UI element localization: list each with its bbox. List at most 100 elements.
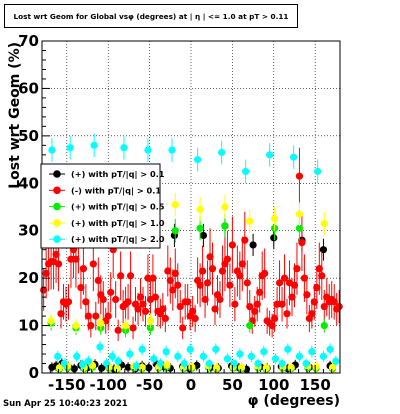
data-point — [70, 365, 78, 373]
data-point — [270, 234, 278, 242]
legend-marker — [53, 219, 61, 227]
data-point — [208, 265, 217, 273]
data-point — [205, 359, 213, 368]
data-point — [87, 321, 95, 330]
data-point — [184, 298, 192, 306]
data-point — [162, 348, 170, 356]
legend-label: (+) with pT/|q| > 2.0 — [71, 234, 165, 244]
data-point — [194, 155, 202, 164]
data-point — [82, 298, 90, 306]
legend-label: (+) with pT/|q| > 0.1 — [71, 169, 165, 179]
data-point — [156, 359, 164, 368]
data-point — [328, 363, 337, 371]
data-point — [326, 345, 334, 353]
data-point — [151, 293, 160, 301]
data-point — [67, 255, 75, 263]
data-point — [77, 284, 85, 292]
data-point — [247, 352, 256, 360]
data-point — [134, 305, 142, 313]
data-point — [216, 295, 224, 304]
data-point — [293, 265, 301, 273]
data-point — [189, 307, 197, 315]
data-point — [114, 357, 122, 365]
y-tick-label: 0 — [29, 364, 39, 382]
legend: (+) with pT/|q| > 0.1 (-) with pT/|q| > 0… — [40, 163, 165, 249]
data-point — [144, 274, 152, 282]
legend-label: (+) with pT/|q| > 1.0 — [71, 218, 165, 228]
data-point — [318, 272, 326, 280]
y-axis-title: Lost wrt Geom (%) — [7, 42, 23, 189]
data-point — [78, 360, 87, 369]
title-box: Lost wrt Geom for Global vsφ (degrees) a… — [4, 4, 298, 28]
data-point — [273, 300, 281, 308]
data-point — [149, 274, 157, 282]
data-point — [246, 217, 254, 225]
data-point — [150, 355, 158, 363]
data-point — [144, 146, 152, 154]
data-point — [64, 298, 73, 306]
legend-label: (+) with pT/|q| > 0.5 — [71, 202, 165, 212]
data-point — [126, 272, 135, 280]
data-point — [218, 267, 227, 275]
data-point — [107, 288, 115, 296]
data-point — [268, 321, 276, 330]
data-point — [308, 310, 316, 318]
legend-marker — [53, 235, 61, 243]
x-tick-label: -150 — [48, 376, 86, 394]
data-point — [99, 295, 107, 304]
data-point — [288, 293, 296, 301]
data-point — [241, 236, 249, 244]
data-point — [191, 314, 199, 323]
data-point — [261, 269, 269, 277]
y-tick-label: 40 — [18, 174, 39, 192]
data-point — [117, 272, 125, 280]
data-point — [303, 291, 311, 299]
data-point — [308, 348, 316, 356]
legend-marker — [53, 202, 61, 211]
data-point — [196, 205, 204, 213]
data-series — [40, 133, 343, 373]
data-point — [315, 265, 323, 273]
data-point — [302, 359, 310, 368]
data-point — [313, 284, 321, 292]
data-point — [48, 146, 56, 154]
data-point — [198, 267, 207, 275]
data-point — [211, 305, 219, 313]
data-point — [113, 364, 121, 372]
data-point — [319, 246, 328, 254]
data-point — [73, 352, 81, 360]
data-point — [251, 307, 259, 315]
data-point — [57, 310, 65, 318]
y-tick-label: 10 — [18, 317, 39, 335]
data-point — [138, 345, 146, 353]
data-point — [54, 352, 62, 360]
data-point — [295, 210, 304, 218]
data-point — [236, 272, 244, 280]
data-point — [238, 260, 246, 268]
data-point — [164, 267, 172, 275]
data-point — [141, 307, 150, 315]
data-point — [320, 303, 328, 311]
data-point — [246, 303, 254, 311]
data-point — [161, 314, 169, 323]
data-point — [199, 352, 208, 360]
data-point — [335, 303, 343, 311]
data-point — [171, 201, 179, 209]
data-point — [213, 364, 221, 372]
data-point — [246, 321, 254, 330]
data-point — [84, 357, 92, 365]
data-point — [221, 222, 229, 230]
data-point — [223, 355, 232, 363]
data-point — [290, 153, 298, 161]
data-point — [179, 324, 187, 332]
data-point — [275, 279, 284, 287]
data-point — [126, 350, 134, 358]
data-point — [163, 361, 171, 369]
data-point — [196, 281, 204, 289]
data-point — [231, 300, 239, 308]
y-tick-label: 20 — [18, 269, 39, 287]
data-point — [280, 274, 289, 282]
data-point — [124, 298, 132, 306]
data-point — [108, 352, 116, 360]
